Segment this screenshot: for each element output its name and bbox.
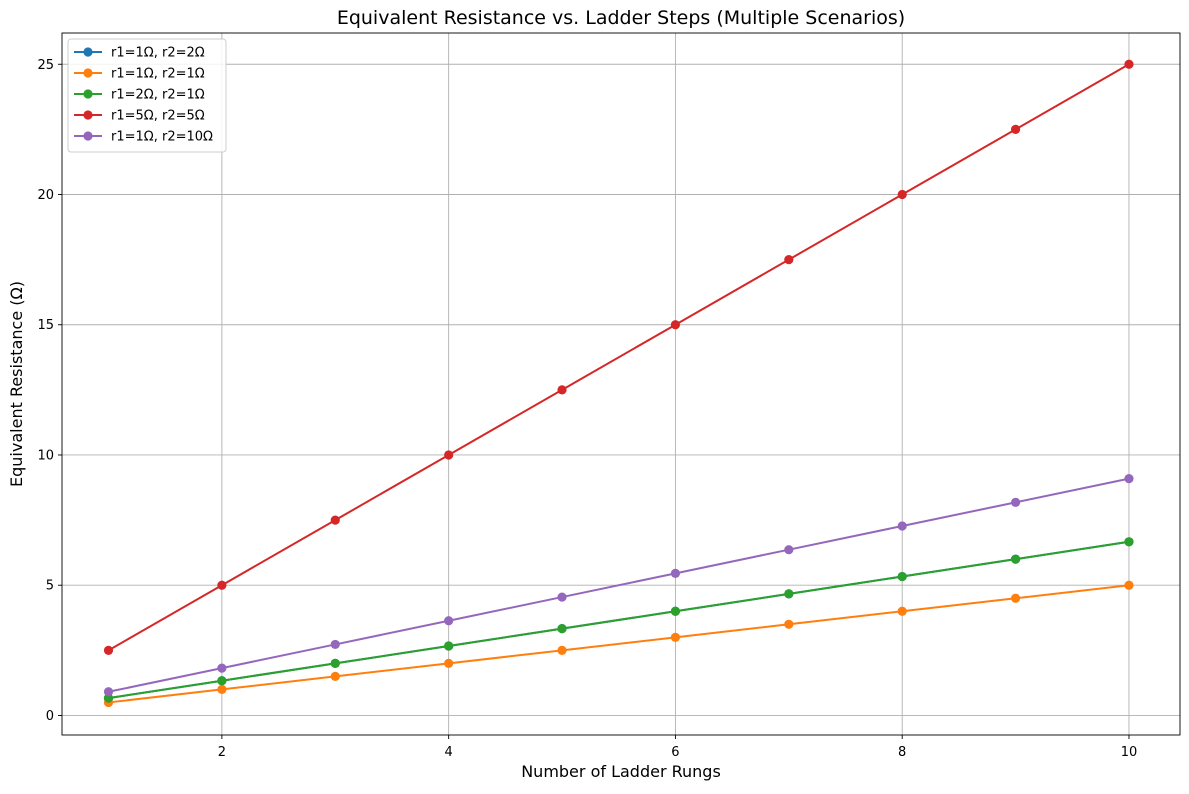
data-point [557,645,567,655]
data-point [217,676,227,686]
y-tick-label: 25 [37,58,54,73]
legend-marker [83,131,93,141]
ticks-layer: 2 4 6 8 10 0 5 10 15 20 25 [37,58,1137,760]
data-point [103,687,114,697]
data-point [330,515,340,525]
data-point [217,684,227,695]
series-line [107,477,1130,693]
y-tick-label: 5 [46,579,54,594]
data-point [444,641,454,651]
data-point [557,624,567,634]
data-point [1010,124,1021,134]
legend-item: r1=5Ω, r2=5Ω [74,109,205,124]
x-tick-label: 8 [898,745,906,760]
data-point [1010,497,1021,507]
y-tick-label: 0 [46,709,54,724]
legend: r1=1Ω, r2=2Ω r1=1Ω, r2=1Ω r1=2Ω, r2=1Ω r1=5… [67,38,227,153]
legend-label: r1=2Ω, r2=1Ω [111,88,205,103]
legend-marker [83,89,93,99]
data-point [670,320,681,330]
data-point [897,521,907,531]
series-line [107,63,1130,652]
legend-marker [83,47,93,57]
series-line [107,584,1130,704]
data-point [330,639,340,650]
data-point [784,545,794,555]
legend-marker [83,110,93,120]
data-point [1124,474,1134,484]
data-point [444,450,454,460]
data-point [670,568,681,578]
legend-label: r1=1Ω, r2=2Ω [111,46,205,61]
chart-title: Equivalent Resistance vs. Ladder Steps (… [337,7,905,29]
data-point [103,645,114,655]
x-tick-label: 10 [1121,745,1138,760]
data-point [1010,593,1021,603]
data-point [1124,537,1134,547]
legend-label: r1=5Ω, r2=5Ω [111,109,205,124]
series-5 [103,474,1134,697]
data-point [330,658,340,668]
x-axis-label: Number of Ladder Rungs [521,762,721,781]
data-point [444,616,454,626]
data-point [330,671,340,681]
y-axis-label: Equivalent Resistance (Ω) [7,281,26,487]
y-tick-label: 10 [37,448,54,463]
data-point [670,632,681,642]
legend-item: r1=1Ω, r2=1Ω [74,67,205,82]
data-point [217,580,227,590]
grid-layer [62,33,1180,735]
data-point [670,606,681,616]
data-point [1010,554,1021,564]
data-point [217,663,227,673]
series-layer [103,59,1134,708]
data-point [103,693,114,703]
data-point [897,189,907,200]
data-point [444,658,454,668]
data-point [557,385,567,395]
legend-item: r1=1Ω, r2=2Ω [74,46,205,61]
data-point [1124,59,1134,69]
series-3 [103,537,1134,703]
data-point [897,606,907,616]
legend-label: r1=1Ω, r2=10Ω [111,130,213,145]
legend-item: r1=2Ω, r2=1Ω [74,88,205,103]
legend-box [67,38,227,153]
data-point [897,571,907,582]
x-tick-label: 4 [445,745,453,760]
y-tick-label: 20 [37,188,54,203]
data-point [784,255,794,265]
legend-item: r1=1Ω, r2=10Ω [74,130,213,145]
plot-frame [61,32,1181,736]
legend-marker [83,68,93,78]
x-tick-label: 2 [218,745,226,760]
data-point [1124,580,1134,590]
x-tick-label: 6 [671,745,679,760]
series-4 [103,59,1134,655]
series-line [107,540,1130,700]
data-point [557,592,567,602]
data-point [784,619,794,629]
data-point [784,589,794,599]
legend-label: r1=1Ω, r2=1Ω [111,67,205,82]
y-tick-label: 15 [37,318,54,333]
